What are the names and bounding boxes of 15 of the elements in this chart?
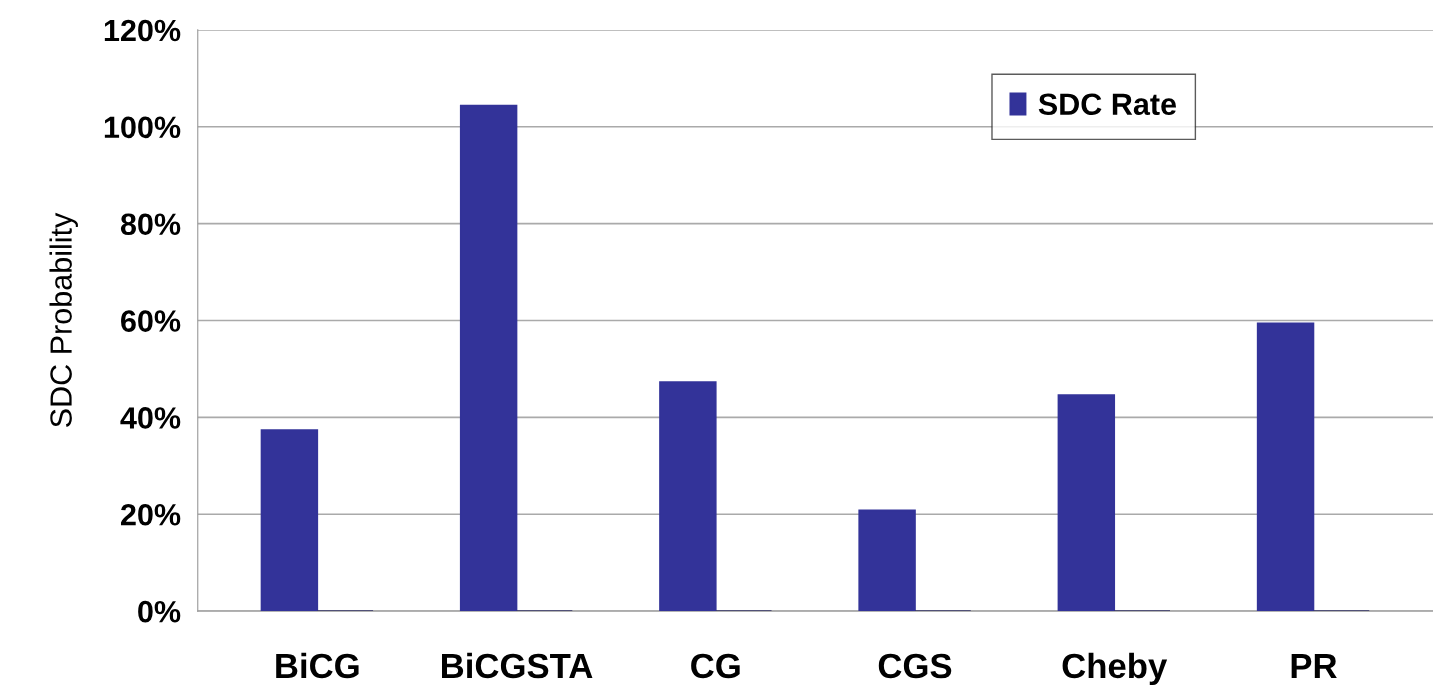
y-tick-label: 60% (121, 310, 181, 332)
y-axis-title: SDC Probability (49, 212, 78, 427)
y-tick-label: 100% (104, 116, 181, 139)
y-tick-label: 20% (120, 503, 181, 526)
y-tick-label: 80% (120, 213, 181, 236)
x-tick-label: Cheby (1062, 652, 1168, 686)
x-tick-label: CGS (878, 653, 952, 679)
y-tick-label: 0% (138, 600, 181, 623)
x-tick-label: BiCGSTA (442, 652, 593, 679)
y-tick-label: 40% (120, 407, 181, 429)
x-tick-label: PR (1291, 654, 1337, 678)
y-tick-label: 120% (104, 19, 181, 42)
x-tick-label: BiCG (276, 652, 359, 679)
x-tick-label: CG (691, 653, 740, 679)
legend-label: SDC Rate (1038, 93, 1176, 116)
